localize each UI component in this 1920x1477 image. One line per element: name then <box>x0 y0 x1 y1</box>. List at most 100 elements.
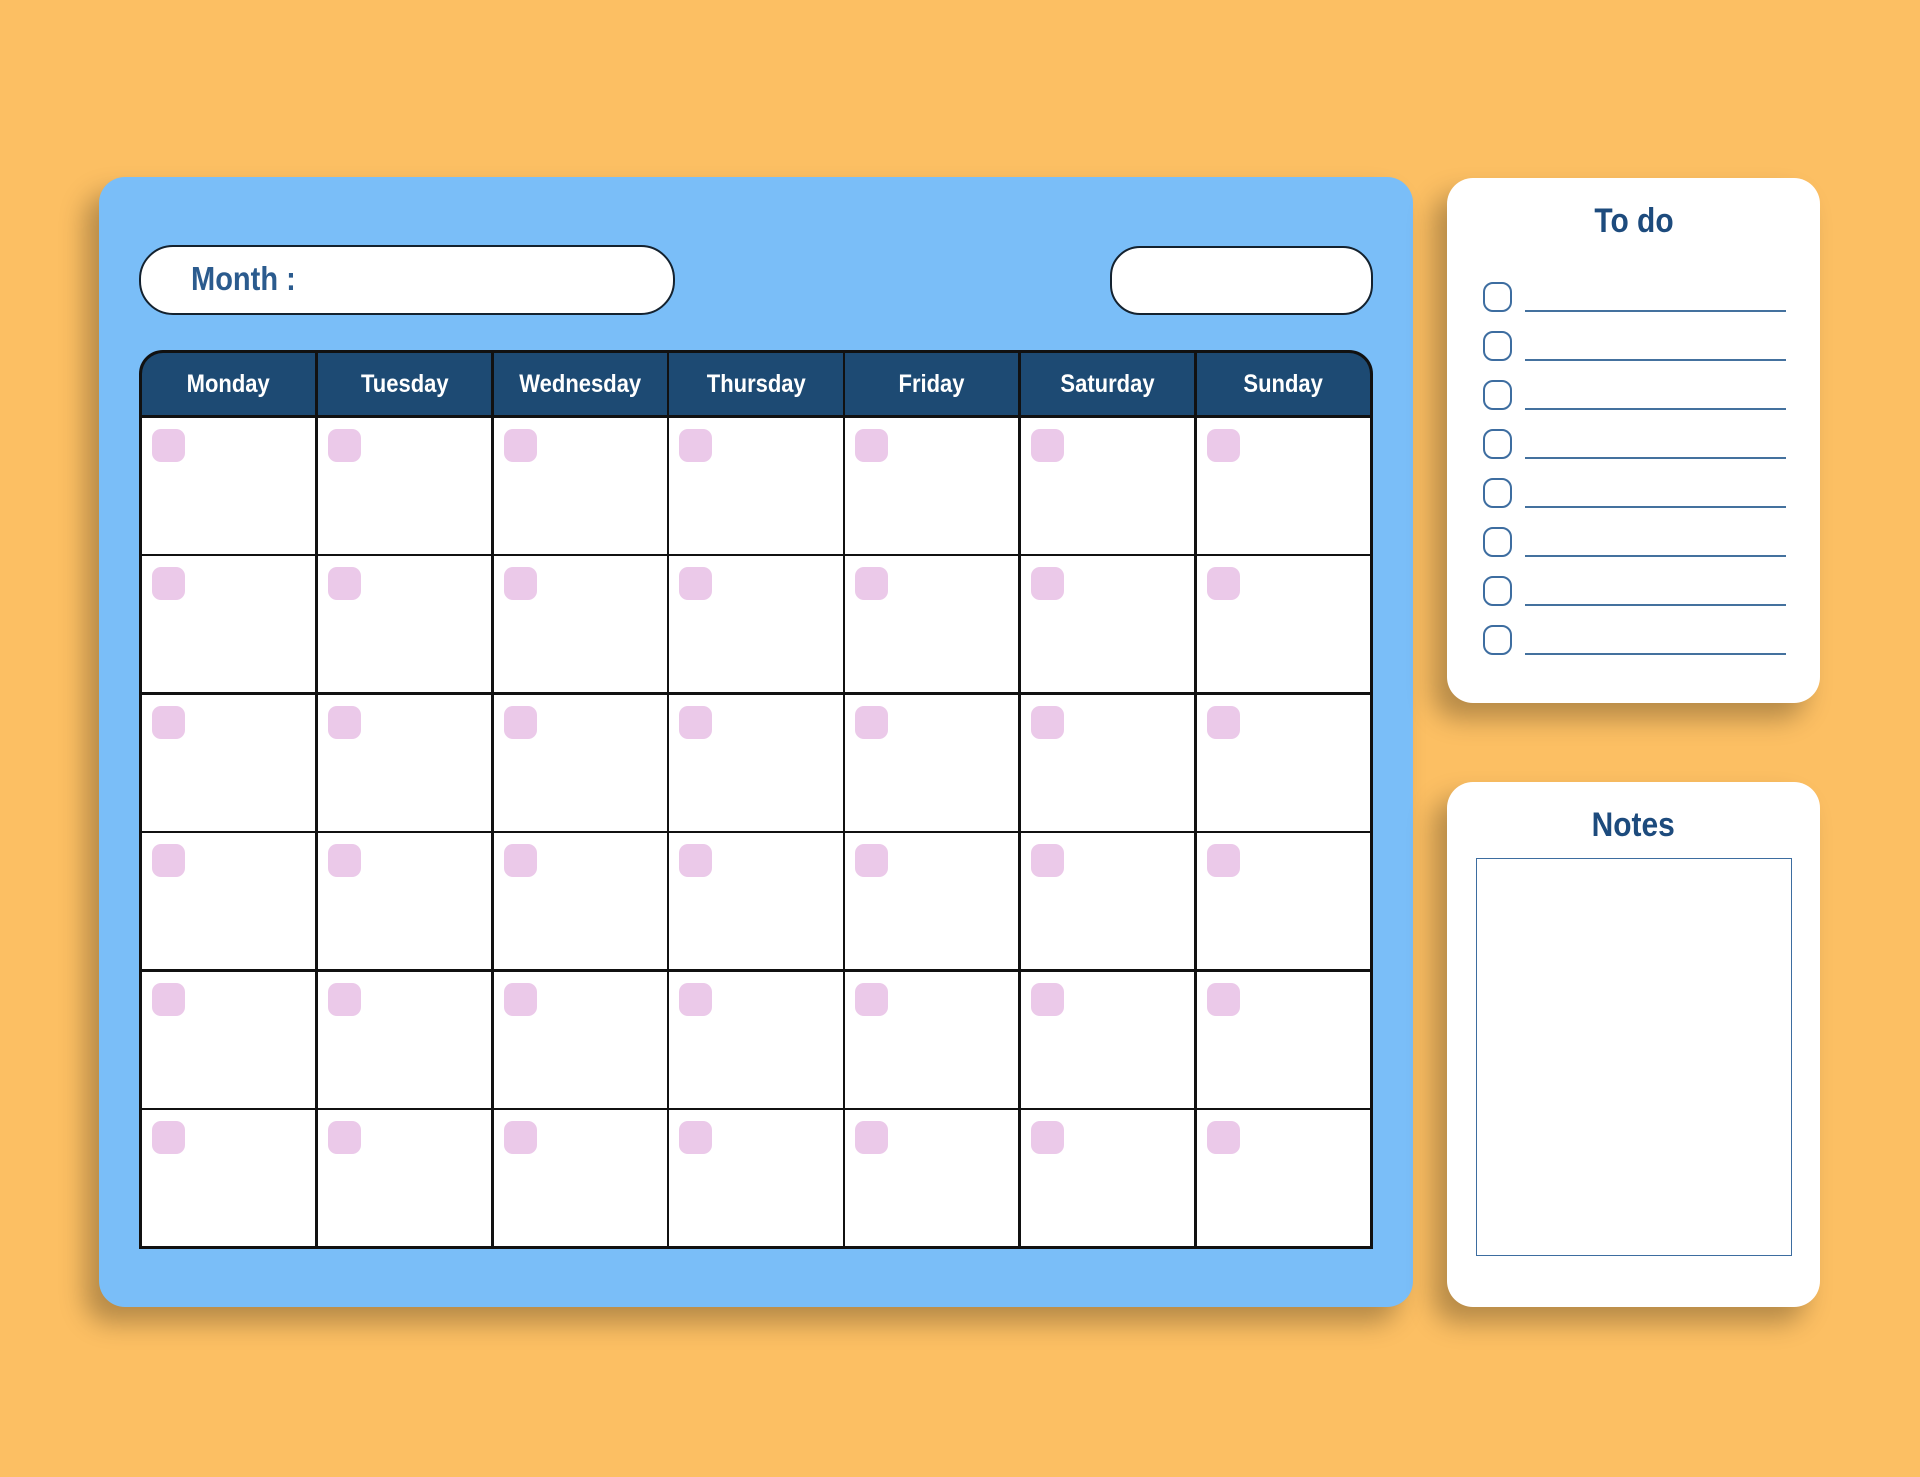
blank-input-pill[interactable] <box>1110 246 1373 315</box>
day-cell-r2-c5[interactable] <box>845 556 1019 692</box>
month-input[interactable]: Month : <box>139 245 675 315</box>
date-chip <box>152 844 185 877</box>
weekday-label: Tuesday <box>360 369 449 398</box>
day-cell-r1-c3[interactable] <box>493 417 667 554</box>
weekday-label: Saturday <box>1060 369 1155 398</box>
date-chip <box>327 844 361 877</box>
day-cell-r3-c2[interactable] <box>317 694 492 831</box>
todo-line[interactable] <box>1525 457 1786 459</box>
date-chip <box>1206 567 1240 600</box>
todo-row-4 <box>1483 429 1786 459</box>
day-cell-r6-c7[interactable] <box>1196 1110 1370 1246</box>
todo-checkbox[interactable] <box>1483 478 1512 508</box>
weekday-label: Sunday <box>1243 369 1324 398</box>
todo-checkbox[interactable] <box>1483 527 1512 557</box>
weekday-header-sunday: Sunday <box>1196 353 1370 415</box>
day-cell-r3-c7[interactable] <box>1196 694 1370 831</box>
day-cell-r5-c4[interactable] <box>669 971 843 1108</box>
day-cell-r6-c1[interactable] <box>142 1110 316 1246</box>
todo-checkbox[interactable] <box>1483 576 1512 606</box>
day-cell-r1-c7[interactable] <box>1196 417 1370 554</box>
todo-line[interactable] <box>1525 408 1786 410</box>
day-cell-r2-c4[interactable] <box>669 556 843 692</box>
date-chip <box>855 428 889 462</box>
todo-line[interactable] <box>1525 506 1786 508</box>
date-chip <box>503 428 537 462</box>
date-chip <box>503 567 537 600</box>
day-cell-r4-c1[interactable] <box>142 833 316 969</box>
day-cell-r5-c5[interactable] <box>845 971 1019 1108</box>
day-cell-r3-c4[interactable] <box>669 694 843 831</box>
date-chip <box>503 705 537 739</box>
day-cell-r4-c2[interactable] <box>317 833 492 969</box>
day-cell-r2-c6[interactable] <box>1020 556 1195 692</box>
todo-line[interactable] <box>1525 604 1786 606</box>
day-cell-r1-c4[interactable] <box>669 417 843 554</box>
day-cell-r3-c5[interactable] <box>845 694 1019 831</box>
date-chip <box>1206 844 1240 877</box>
weekday-label: Wednesday <box>519 369 642 398</box>
day-cell-r3-c6[interactable] <box>1020 694 1195 831</box>
day-cell-r5-c3[interactable] <box>493 971 667 1108</box>
day-cell-r6-c4[interactable] <box>669 1110 843 1246</box>
date-chip <box>855 1121 889 1154</box>
day-cell-r4-c5[interactable] <box>845 833 1019 969</box>
date-chip <box>327 1121 361 1154</box>
weekday-header-tuesday: Tuesday <box>317 353 492 415</box>
date-chip <box>1030 844 1064 877</box>
date-chip <box>1206 428 1240 462</box>
date-chip <box>679 844 713 877</box>
todo-row-5 <box>1483 478 1786 508</box>
day-cell-r6-c6[interactable] <box>1020 1110 1195 1246</box>
day-cell-r5-c2[interactable] <box>317 971 492 1108</box>
date-chip <box>679 1121 713 1154</box>
todo-checkbox[interactable] <box>1483 331 1512 361</box>
todo-line[interactable] <box>1525 555 1786 557</box>
day-cell-r4-c3[interactable] <box>493 833 667 969</box>
calendar-grid: Monday Tuesday Wednesday Thursday Friday Satu… <box>139 350 1373 1249</box>
date-chip <box>679 705 713 739</box>
weekday-label: Monday <box>187 369 271 398</box>
todo-checkbox[interactable] <box>1483 380 1512 410</box>
todo-checkbox[interactable] <box>1483 429 1512 459</box>
notes-area[interactable] <box>1476 858 1792 1256</box>
day-cell-r3-c3[interactable] <box>493 694 667 831</box>
date-chip <box>152 567 185 600</box>
date-chip <box>679 982 713 1016</box>
todo-line[interactable] <box>1525 359 1786 361</box>
todo-checkbox[interactable] <box>1483 625 1512 655</box>
todo-checkbox[interactable] <box>1483 282 1512 312</box>
weekday-header-saturday: Saturday <box>1020 353 1195 415</box>
date-chip <box>855 844 889 877</box>
day-cell-r6-c5[interactable] <box>845 1110 1019 1246</box>
todo-list <box>1483 282 1786 674</box>
day-cell-r4-c6[interactable] <box>1020 833 1195 969</box>
date-chip <box>1030 428 1064 462</box>
date-chip <box>152 428 185 462</box>
date-chip <box>1030 982 1064 1016</box>
day-cell-r2-c7[interactable] <box>1196 556 1370 692</box>
todo-line[interactable] <box>1525 310 1786 312</box>
day-cell-r1-c5[interactable] <box>845 417 1019 554</box>
day-cell-r4-c4[interactable] <box>669 833 843 969</box>
day-cell-r3-c1[interactable] <box>142 694 316 831</box>
todo-line[interactable] <box>1525 653 1786 655</box>
day-cell-r5-c7[interactable] <box>1196 971 1370 1108</box>
day-cell-r1-c1[interactable] <box>142 417 316 554</box>
day-cell-r5-c6[interactable] <box>1020 971 1195 1108</box>
day-cell-r1-c2[interactable] <box>317 417 492 554</box>
date-chip <box>152 1121 185 1154</box>
notes-title: Notes <box>1591 806 1676 844</box>
day-cell-r5-c1[interactable] <box>142 971 316 1108</box>
day-cell-r6-c2[interactable] <box>317 1110 492 1246</box>
day-cell-r4-c7[interactable] <box>1196 833 1370 969</box>
day-cell-r2-c3[interactable] <box>493 556 667 692</box>
day-cell-r1-c6[interactable] <box>1020 417 1195 554</box>
date-chip <box>503 1121 537 1154</box>
date-chip <box>855 705 889 739</box>
weekday-header-thursday: Thursday <box>669 353 843 415</box>
day-cell-r2-c2[interactable] <box>317 556 492 692</box>
day-cell-r2-c1[interactable] <box>142 556 316 692</box>
day-cell-r6-c3[interactable] <box>493 1110 667 1246</box>
